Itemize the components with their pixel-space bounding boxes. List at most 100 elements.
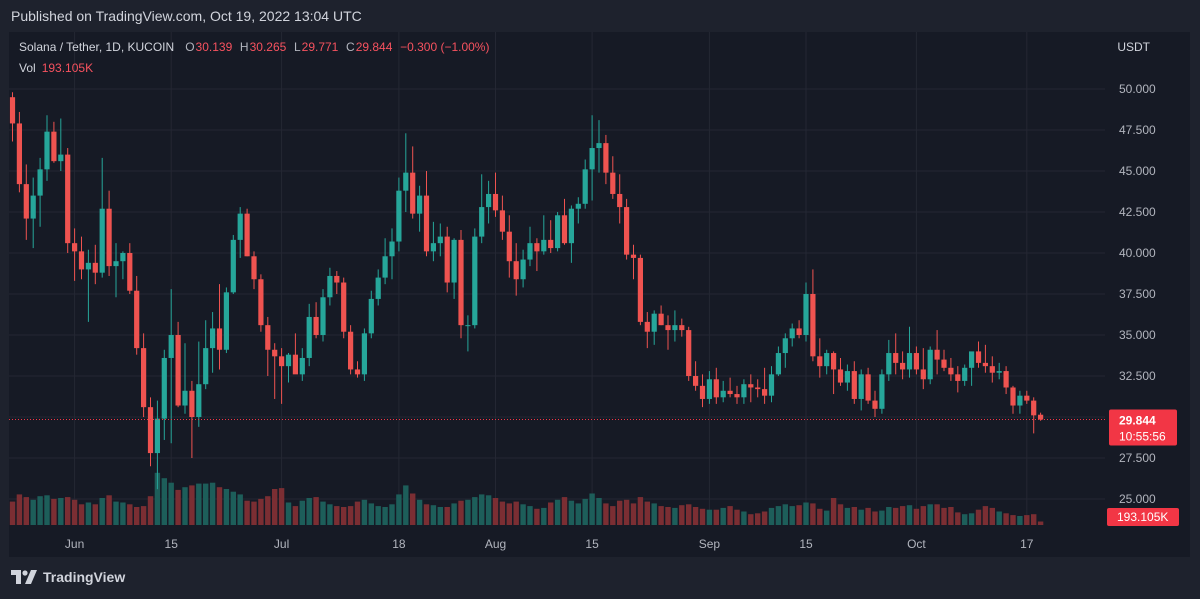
candle-body[interactable]	[272, 349, 278, 357]
candle-body[interactable]	[975, 351, 982, 363]
candle-body[interactable]	[693, 376, 699, 386]
candle-body[interactable]	[51, 131, 57, 162]
candle-body[interactable]	[900, 362, 906, 370]
candle-body[interactable]	[575, 203, 581, 209]
candle-body[interactable]	[389, 241, 395, 257]
candle-body[interactable]	[251, 256, 257, 280]
volume-label[interactable]: Vol	[19, 61, 36, 75]
candle-body[interactable]	[230, 239, 236, 293]
candle-body[interactable]	[893, 353, 899, 363]
candle-body[interactable]	[969, 351, 975, 368]
candle-body[interactable]	[865, 374, 871, 401]
candle-body[interactable]	[203, 348, 209, 385]
candle-body[interactable]	[341, 282, 347, 332]
candle-body[interactable]	[548, 239, 554, 249]
candle-body[interactable]	[175, 335, 181, 406]
candle-body[interactable]	[651, 313, 657, 332]
candle-body[interactable]	[72, 243, 78, 252]
candle-body[interactable]	[955, 374, 961, 381]
candle-body[interactable]	[1010, 387, 1016, 406]
candle-body[interactable]	[782, 338, 788, 354]
candle-body[interactable]	[479, 207, 485, 237]
candle-body[interactable]	[382, 256, 388, 278]
candle-body[interactable]	[982, 362, 988, 367]
candle-body[interactable]	[596, 143, 602, 149]
candle-body[interactable]	[603, 143, 609, 173]
candle-body[interactable]	[9, 97, 16, 124]
candle-body[interactable]	[934, 349, 940, 360]
candle-body[interactable]	[872, 400, 878, 409]
candle-body[interactable]	[313, 316, 319, 335]
candle-body[interactable]	[499, 210, 505, 232]
candle-body[interactable]	[831, 353, 837, 370]
candle-body[interactable]	[561, 215, 568, 244]
candle-body[interactable]	[65, 154, 71, 244]
candle-body[interactable]	[1038, 414, 1044, 420]
candle-body[interactable]	[285, 354, 292, 367]
candle-body[interactable]	[686, 330, 692, 376]
candle-body[interactable]	[120, 253, 126, 262]
candle-body[interactable]	[154, 418, 160, 454]
candle-body[interactable]	[989, 366, 995, 373]
candle-body[interactable]	[920, 369, 926, 380]
candle-body[interactable]	[734, 394, 740, 398]
candle-body[interactable]	[189, 390, 195, 417]
candle-body[interactable]	[624, 207, 630, 255]
candle-body[interactable]	[472, 236, 478, 326]
candle-body[interactable]	[665, 325, 671, 331]
candle-body[interactable]	[851, 371, 857, 399]
candle-body[interactable]	[458, 239, 464, 326]
candle-body[interactable]	[817, 356, 823, 367]
tradingview-logo[interactable]: TradingView	[11, 569, 125, 585]
candle-body[interactable]	[265, 325, 271, 350]
candle-body[interactable]	[748, 384, 754, 388]
candle-body[interactable]	[334, 275, 340, 283]
candle-body[interactable]	[775, 353, 781, 375]
candle-body[interactable]	[837, 369, 844, 383]
candle-body[interactable]	[886, 353, 892, 375]
candle-body[interactable]	[582, 169, 588, 204]
candle-body[interactable]	[1031, 400, 1037, 416]
candle-body[interactable]	[327, 275, 333, 298]
candle-body[interactable]	[789, 328, 795, 339]
candle-body[interactable]	[44, 131, 50, 170]
candle-body[interactable]	[492, 193, 499, 211]
candle-body[interactable]	[141, 348, 147, 408]
candle-body[interactable]	[30, 195, 36, 219]
candle-body[interactable]	[1024, 395, 1030, 401]
candle-body[interactable]	[320, 297, 326, 335]
candle-body[interactable]	[258, 279, 264, 326]
candle-body[interactable]	[699, 385, 706, 399]
candle-body[interactable]	[762, 389, 768, 396]
candle-body[interactable]	[610, 172, 616, 194]
candle-body[interactable]	[520, 259, 526, 280]
candle-body[interactable]	[223, 292, 229, 350]
candle-body[interactable]	[58, 154, 64, 162]
candle-body[interactable]	[727, 390, 733, 395]
symbol-label[interactable]: Solana / Tether, 1D, KUCOIN	[19, 40, 175, 54]
candle-body[interactable]	[292, 354, 298, 375]
candle-body[interactable]	[279, 356, 285, 367]
candle-body[interactable]	[106, 208, 112, 267]
candle-body[interactable]	[858, 374, 864, 399]
candle-body[interactable]	[486, 193, 492, 208]
candle-body[interactable]	[161, 357, 167, 419]
candle-body[interactable]	[354, 369, 361, 375]
candle-body[interactable]	[361, 333, 367, 375]
candle-body[interactable]	[617, 193, 623, 208]
candle-body[interactable]	[879, 374, 885, 409]
candle-body[interactable]	[237, 213, 243, 240]
candle-body[interactable]	[37, 169, 43, 196]
candle-body[interactable]	[906, 353, 913, 370]
chart-area[interactable]: 25.000 27.500 32.500 35.000 37.500 40.000 42.5…	[9, 32, 1190, 557]
candle-body[interactable]	[534, 243, 540, 252]
candle-body[interactable]	[679, 325, 685, 331]
candle-body[interactable]	[437, 236, 443, 244]
candle-body[interactable]	[513, 261, 519, 280]
candle-body[interactable]	[134, 290, 140, 349]
candle-body[interactable]	[423, 195, 430, 252]
candle-body[interactable]	[113, 261, 119, 267]
candle-body[interactable]	[720, 390, 726, 398]
candle-body[interactable]	[996, 371, 1002, 373]
candle-body[interactable]	[630, 254, 637, 258]
